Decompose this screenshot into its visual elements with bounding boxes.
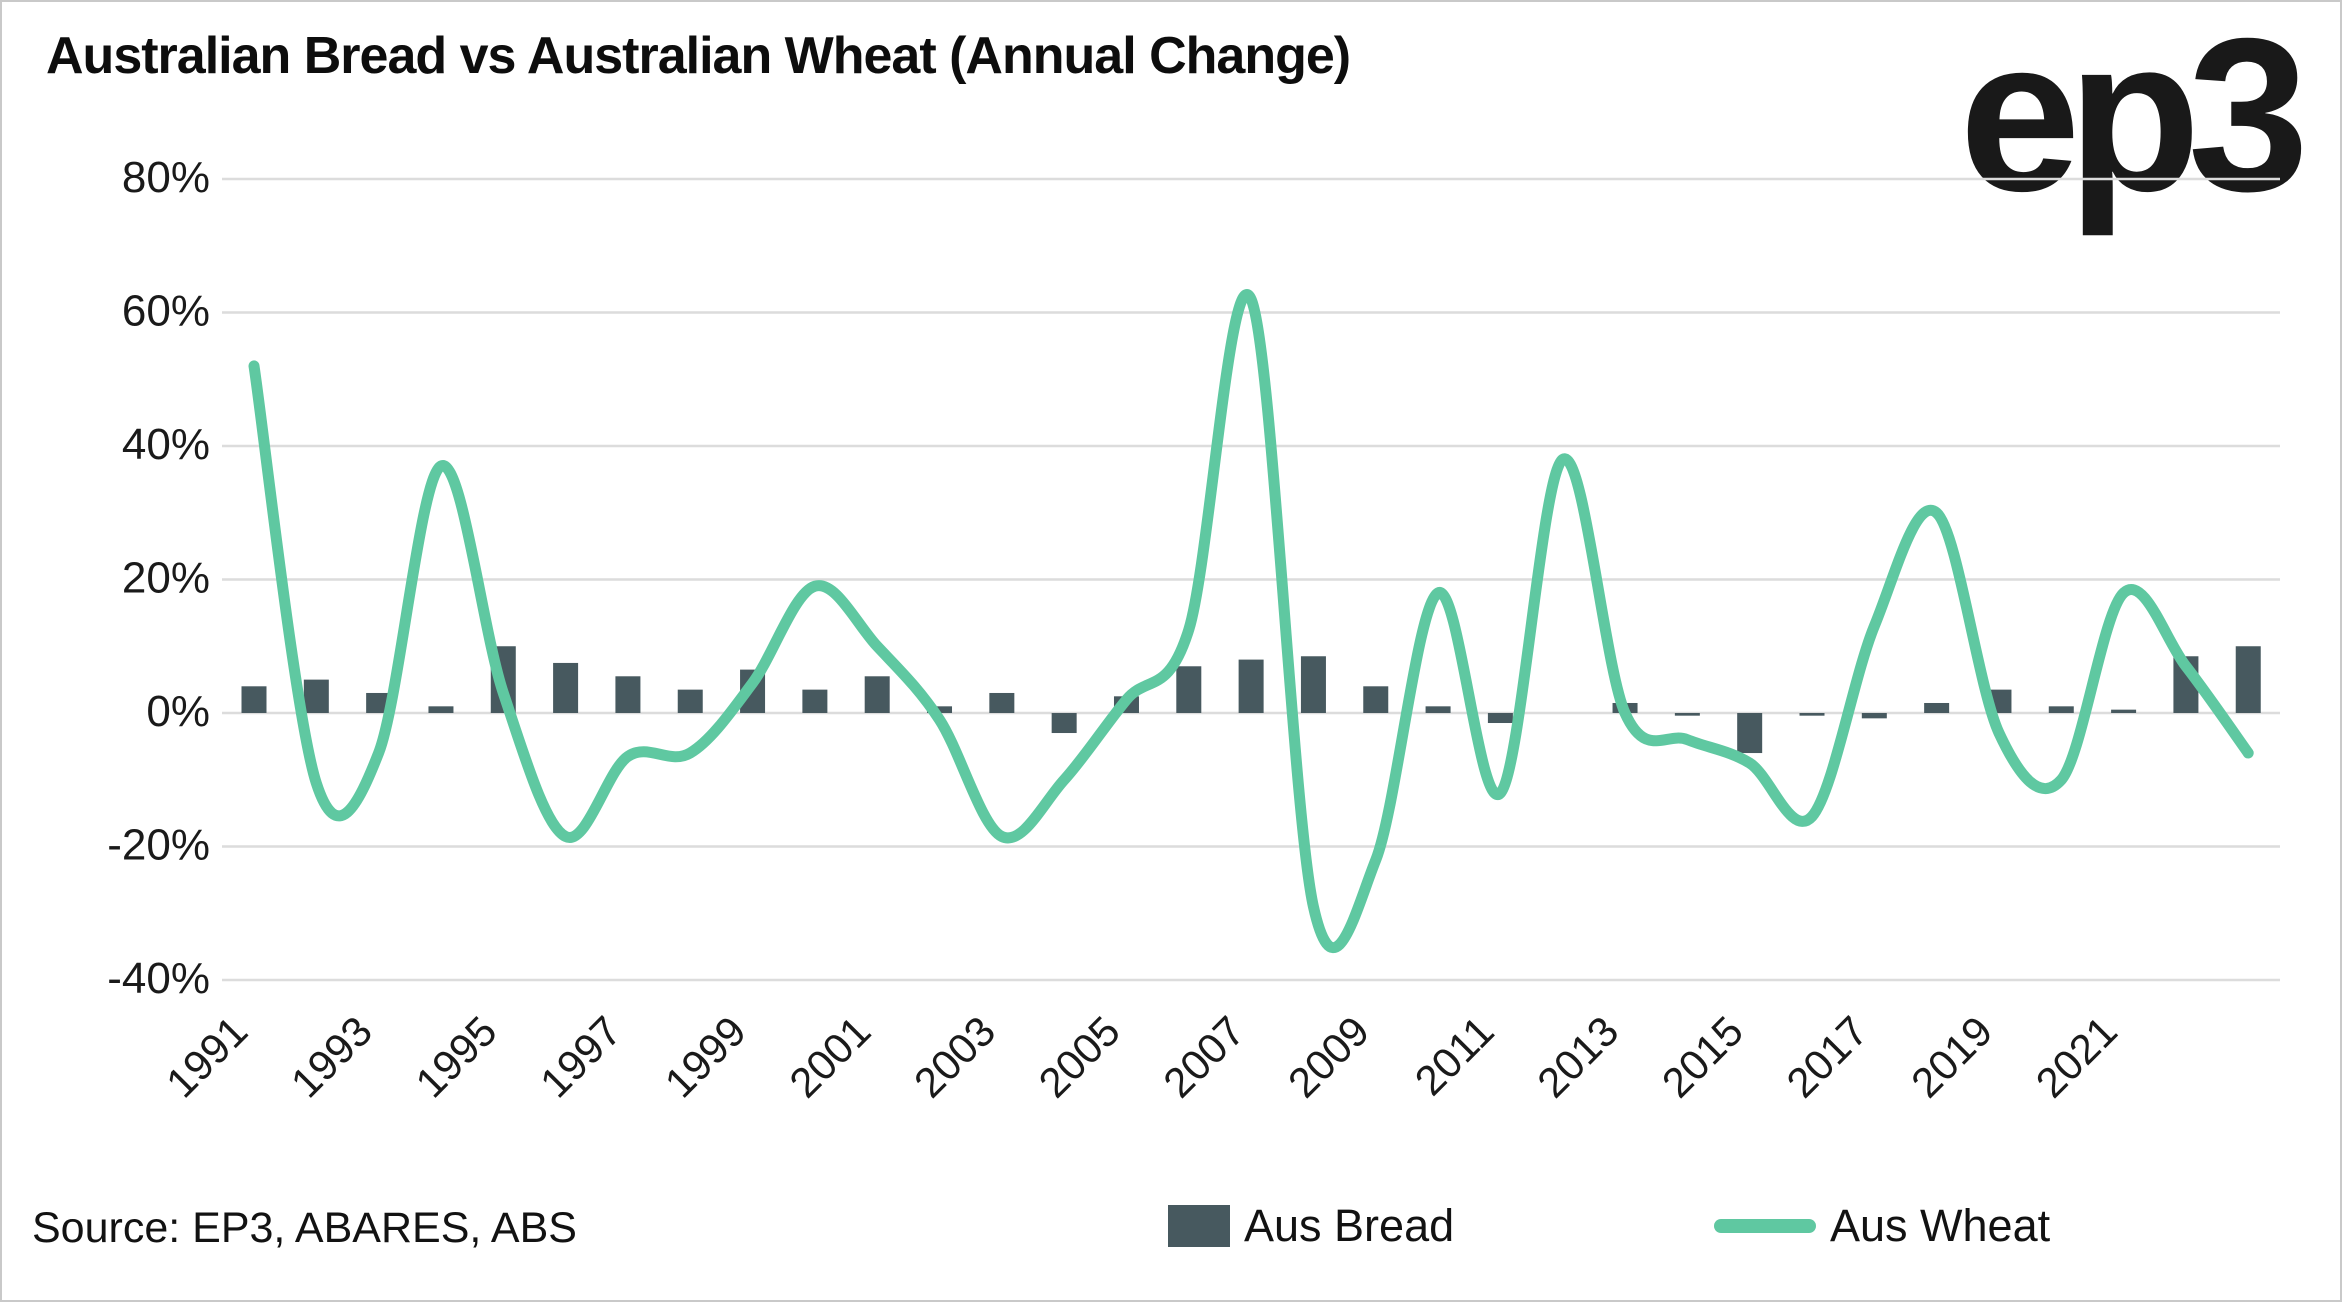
x-tick-label: 2011 <box>1406 1007 1503 1104</box>
bread-bar <box>1799 713 1825 716</box>
bread-bar <box>615 676 641 713</box>
bread-bar <box>1861 713 1887 719</box>
bread-bar <box>927 706 953 713</box>
y-tick-label: -40% <box>107 954 210 1003</box>
bread-bar <box>1737 713 1763 754</box>
x-tick-label: 1993 <box>282 1007 381 1106</box>
bread-bar <box>677 689 703 713</box>
x-tick-label: 2003 <box>905 1007 1004 1106</box>
source-note: Source: EP3, ABARES, ABS <box>32 1204 577 1252</box>
bread-bar <box>864 676 890 713</box>
wheat-line <box>248 289 2254 954</box>
page-title: Australian Bread vs Australian Wheat (An… <box>46 27 1351 85</box>
bread-bar <box>1924 702 1950 713</box>
bread-bar <box>553 662 579 713</box>
bread-bar <box>1300 656 1326 713</box>
y-tick-label: 80% <box>122 153 210 202</box>
y-tick-label: -20% <box>107 821 210 870</box>
bread-bar <box>2048 706 2074 713</box>
ep3-logo: ep3 <box>1959 0 2309 237</box>
x-tick-label: 1997 <box>531 1007 630 1106</box>
x-tick-label: 1995 <box>406 1007 505 1106</box>
x-tick-label: 2017 <box>1777 1007 1876 1106</box>
x-tick-label: 2019 <box>1902 1007 2001 1106</box>
x-tick-label: 2015 <box>1653 1007 1752 1106</box>
bread-bar <box>1674 713 1700 716</box>
bread-bar <box>989 692 1015 713</box>
y-tick-label: 0% <box>146 687 210 736</box>
bread-bar <box>1363 686 1389 713</box>
bread-bar <box>1176 666 1202 713</box>
bread-bar <box>802 689 828 713</box>
x-tick-label: 2001 <box>780 1007 879 1106</box>
x-tick-label: 2013 <box>1528 1007 1627 1106</box>
bread-bar <box>241 686 267 713</box>
bread-bar <box>1487 713 1513 724</box>
bread-bar <box>1238 659 1264 713</box>
bread-bar <box>1051 713 1077 734</box>
x-tick-label: 1999 <box>656 1007 755 1106</box>
y-tick-label: 40% <box>122 420 210 469</box>
x-tick-label: 2021 <box>2027 1007 2126 1106</box>
bread-bar <box>428 706 454 713</box>
bread-bar <box>1425 706 1451 713</box>
bread-bar <box>2111 709 2137 713</box>
bread-bar <box>303 679 329 713</box>
x-tick-label: 2009 <box>1279 1007 1378 1106</box>
y-tick-label: 60% <box>122 287 210 336</box>
x-tick-label: 2005 <box>1030 1007 1129 1106</box>
x-tick-label: 2007 <box>1154 1007 1253 1106</box>
bread-bar <box>2235 646 2261 713</box>
y-tick-label: 20% <box>122 554 210 603</box>
x-tick-label: 1991 <box>157 1007 256 1106</box>
